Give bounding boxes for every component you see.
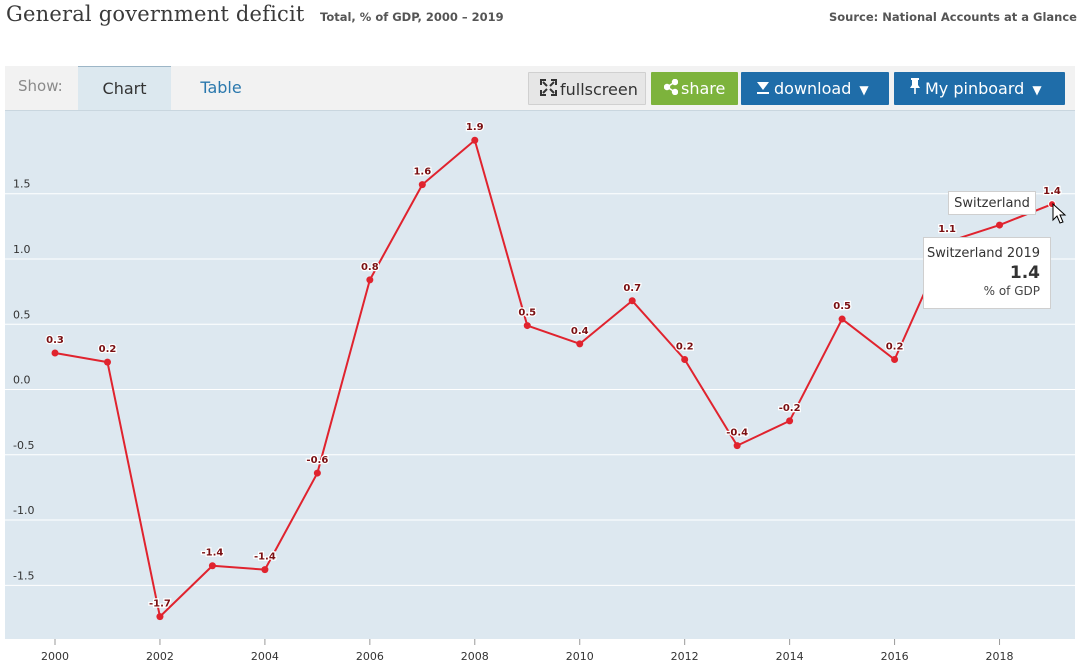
data-point[interactable]	[733, 442, 741, 450]
page-subtitle: Total, % of GDP, 2000 – 2019	[320, 10, 504, 24]
pinboard-label: My pinboard	[925, 79, 1025, 98]
y-axis-ticks: 1.5 1.0 0.5 0.0 -0.5 -1.0 -1.5	[13, 178, 34, 583]
data-label: 0.8	[361, 262, 379, 273]
data-tooltip: Switzerland 2019 1.4 % of GDP	[923, 237, 1051, 309]
x-tick-label: 2002	[146, 650, 174, 663]
data-label: 1.6	[413, 167, 431, 178]
x-tick-label: 2000	[41, 650, 69, 663]
series-hover-label: Switzerland	[948, 191, 1036, 215]
share-icon	[663, 73, 679, 106]
data-point[interactable]	[628, 297, 636, 305]
data-point[interactable]	[418, 181, 426, 189]
data-point[interactable]	[471, 136, 479, 144]
cursor-arrow-icon	[1052, 203, 1067, 224]
chart-toolbar: Show: Chart Table fullscreen share	[5, 66, 1075, 111]
x-tick-label: 2010	[566, 650, 594, 663]
y-tick-label: -1.5	[13, 569, 34, 582]
expand-icon	[540, 74, 557, 107]
data-point[interactable]	[313, 469, 321, 477]
download-label: download	[774, 79, 852, 98]
data-label: -1.7	[149, 599, 171, 610]
data-point[interactable]	[366, 276, 374, 284]
x-tick-label: 2004	[251, 650, 279, 663]
data-point[interactable]	[786, 417, 794, 425]
data-label: 1.4	[1043, 186, 1061, 197]
data-label: -1.4	[201, 548, 223, 559]
data-point[interactable]	[261, 566, 269, 574]
fullscreen-button[interactable]: fullscreen	[528, 72, 646, 105]
data-point[interactable]	[523, 322, 531, 330]
plot-area	[5, 111, 1075, 639]
tab-table[interactable]: Table	[200, 78, 242, 97]
pinboard-button[interactable]: My pinboard ▼	[894, 72, 1065, 105]
data-label: 0.7	[623, 283, 641, 294]
y-tick-label: 0.0	[13, 374, 31, 387]
x-axis-ticks: 2000 2002 2004 2006 2008 2010 2012 2014 2016 2018	[41, 639, 1014, 663]
data-label: -0.2	[779, 403, 801, 414]
x-tick-label: 2018	[986, 650, 1014, 663]
data-point[interactable]	[681, 356, 689, 364]
x-tick-label: 2014	[776, 650, 804, 663]
download-button[interactable]: download ▼	[741, 72, 889, 105]
data-label: -1.4	[254, 552, 276, 563]
data-point[interactable]	[208, 562, 216, 570]
x-tick-label: 2008	[461, 650, 489, 663]
y-tick-label: 1.5	[13, 178, 31, 191]
data-label: 0.3	[46, 335, 64, 346]
download-icon	[755, 73, 771, 106]
data-label: 1.9	[466, 122, 484, 133]
y-tick-label: 1.0	[13, 243, 31, 256]
y-tick-label: 0.5	[13, 308, 31, 321]
data-label: 0.2	[886, 342, 904, 353]
share-button[interactable]: share	[651, 72, 738, 105]
data-label: -0.6	[306, 455, 328, 466]
y-tick-label: -0.5	[13, 439, 34, 452]
data-label: 0.2	[99, 344, 117, 355]
data-label: 1.1	[938, 224, 956, 235]
chevron-down-icon: ▼	[1032, 83, 1042, 97]
fullscreen-label: fullscreen	[560, 80, 638, 99]
data-point[interactable]	[51, 349, 59, 357]
data-label: 0.2	[676, 342, 694, 353]
data-point[interactable]	[838, 315, 846, 323]
tooltip-unit: % of GDP	[983, 284, 1040, 298]
share-label: share	[681, 79, 726, 98]
data-label: 0.5	[833, 301, 851, 312]
page-title: General government deficit	[6, 2, 305, 26]
show-label: Show:	[18, 77, 63, 95]
chart-header: General government deficit Total, % of G…	[0, 0, 1083, 40]
data-point[interactable]	[156, 613, 164, 621]
series-switzerland[interactable]	[51, 136, 1056, 621]
data-point[interactable]	[103, 358, 111, 366]
data-labels: 0.3 0.2 -1.7 -1.4 -1.4 -0.6 0.8 1.6 1.9 0.5 0.4 0.7…	[45, 121, 1062, 611]
x-tick-label: 2006	[356, 650, 384, 663]
data-point[interactable]	[891, 356, 899, 364]
tooltip-title: Switzerland 2019	[926, 246, 1040, 261]
source-note: Source: National Accounts at a Glance	[828, 10, 1077, 24]
data-label: -0.4	[726, 428, 748, 439]
data-label: 0.5	[518, 308, 536, 319]
x-tick-label: 2012	[671, 650, 699, 663]
gridlines	[5, 193, 1075, 586]
data-point[interactable]	[996, 221, 1004, 229]
tooltip-value: 1.4	[1009, 263, 1040, 283]
pin-icon	[908, 73, 922, 106]
data-point[interactable]	[576, 340, 584, 348]
x-tick-label: 2016	[881, 650, 909, 663]
series-line	[54, 139, 1053, 618]
chevron-down-icon: ▼	[859, 83, 869, 97]
data-label: 0.4	[571, 326, 589, 337]
tab-chart[interactable]: Chart	[78, 66, 171, 110]
y-tick-label: -1.0	[13, 504, 34, 517]
